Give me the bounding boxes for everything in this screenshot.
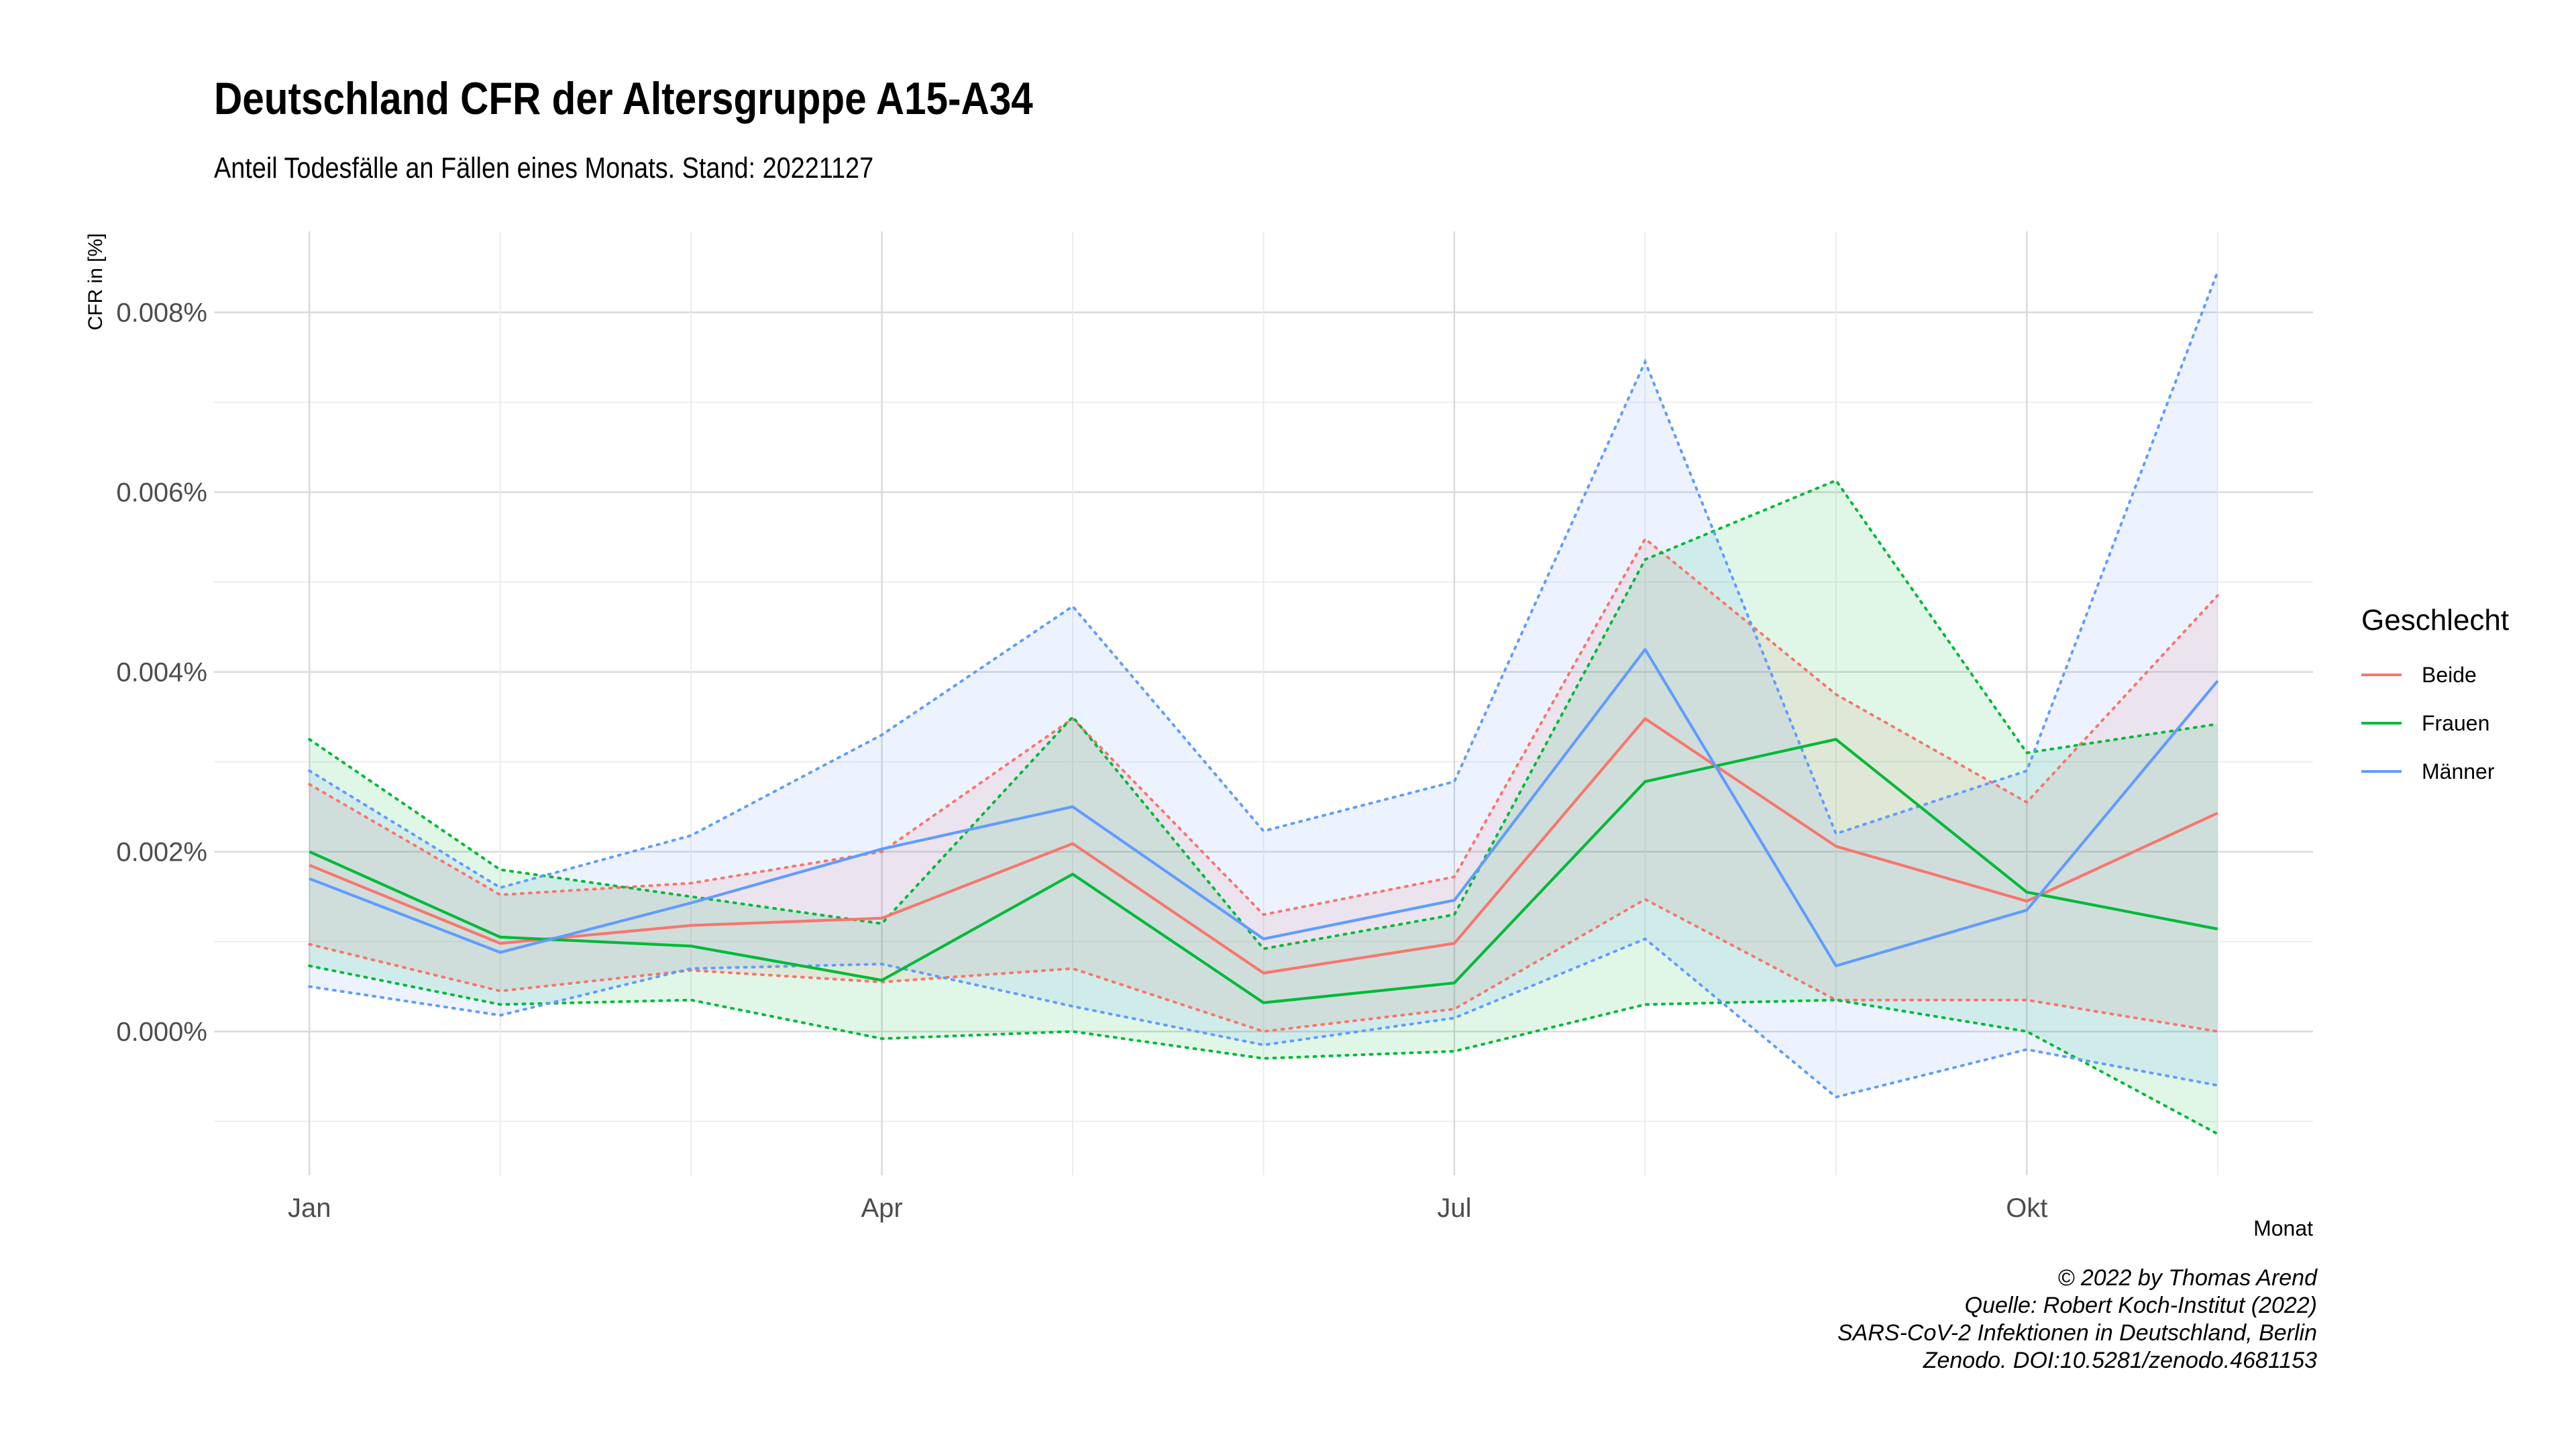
legend: Geschlecht Beide Frauen Männer: [2361, 604, 2509, 796]
y-tick-label: 0.006%: [116, 478, 207, 508]
series-line: [309, 717, 2218, 975]
confidence-bound-line: [308, 478, 2219, 951]
caption-line: © 2022 by Thomas Arend: [2057, 1265, 2317, 1291]
y-tick-label: 0.002%: [116, 838, 207, 867]
confidence-bounds: [308, 270, 2219, 1136]
y-axis-label: CFR in [%]: [85, 233, 107, 330]
legend-item: Beide: [2361, 651, 2509, 699]
x-tick-label: Jul: [1437, 1193, 1471, 1223]
chart-subtitle: Anteil Todesfälle an Fällen eines Monats…: [214, 152, 874, 184]
legend-title: Geschlecht: [2361, 604, 2510, 637]
confidence-bands: [309, 272, 2218, 1134]
series-lines: [309, 647, 2219, 1004]
confidence-bound-line: [308, 898, 2219, 1033]
confidence-bound-line: [308, 937, 2219, 1099]
x-tick-label: Jan: [288, 1193, 331, 1223]
confidence-band: [309, 480, 2218, 1134]
confidence-band: [309, 539, 2218, 1032]
legend-item: Männer: [2361, 747, 2509, 796]
chart-title: Deutschland CFR der Altersgruppe A15-A34: [214, 73, 1033, 124]
grid-lines: [214, 231, 2313, 1175]
legend-item: Frauen: [2361, 699, 2509, 747]
y-tick-label: 0.008%: [116, 299, 207, 328]
caption: © 2022 by Thomas Arend Quelle: Robert Ko…: [1837, 1265, 2317, 1375]
series-line: [309, 647, 2219, 967]
legend-label: Frauen: [2422, 710, 2490, 735]
confidence-bound-line: [308, 964, 2219, 1136]
y-tick-label: 0.004%: [116, 658, 207, 688]
x-tick-label: Okt: [2006, 1193, 2047, 1223]
y-axis-ticks: 0.000% 0.002% 0.004% 0.006% 0.008%: [116, 299, 207, 1047]
x-axis-label: Monat: [2253, 1216, 2313, 1240]
legend-swatch: [2361, 674, 2402, 676]
y-tick-label: 0.000%: [116, 1018, 207, 1047]
confidence-bound-line: [308, 270, 2219, 890]
legend-swatch: [2361, 770, 2402, 773]
caption-line: Zenodo. DOI:10.5281/zenodo.4681153: [1923, 1348, 2317, 1373]
series-line: [309, 737, 2218, 1004]
x-axis-ticks: Jan Apr Jul Okt: [288, 1193, 2047, 1223]
legend-label: Beide: [2422, 662, 2477, 687]
x-tick-label: Apr: [861, 1193, 902, 1223]
caption-line: SARS-CoV-2 Infektionen in Deutschland, B…: [1837, 1320, 2317, 1346]
legend-swatch: [2361, 722, 2402, 724]
caption-line: Quelle: Robert Koch-Institut (2022): [1964, 1293, 2317, 1318]
confidence-bound-line: [308, 537, 2219, 916]
legend-label: Männer: [2422, 759, 2495, 784]
confidence-band: [309, 272, 2218, 1097]
legend-items: Beide Frauen Männer: [2361, 651, 2509, 796]
